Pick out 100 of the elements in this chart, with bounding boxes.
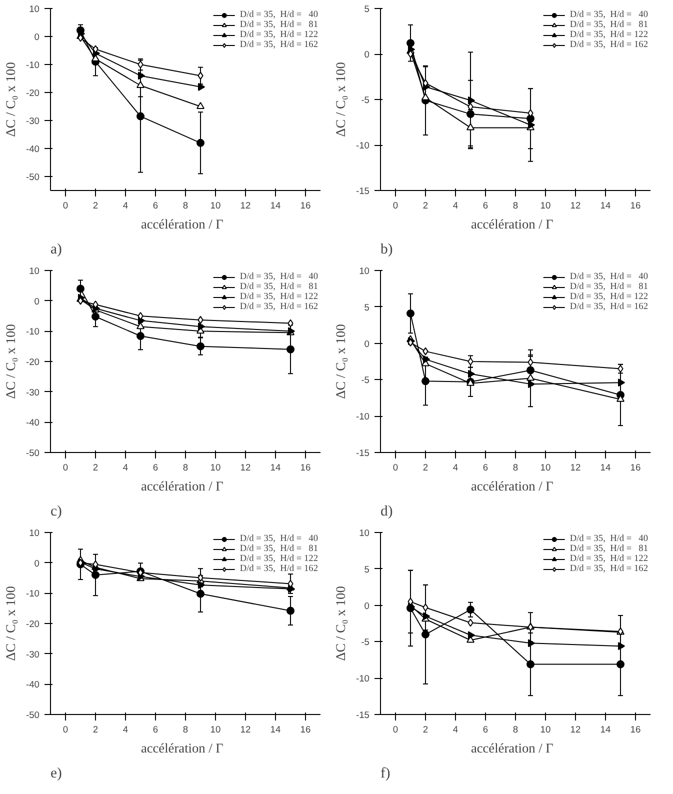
x-axis-title: accélération / Γ	[470, 740, 554, 756]
text: c)	[50, 504, 62, 520]
y-tick-label: 10	[359, 528, 370, 538]
legend-label: D/d = 35, H/d = 122	[240, 292, 318, 302]
legend-label: D/d = 35, H/d = 40	[240, 272, 318, 282]
legend-label: D/d = 35, H/d = 40	[240, 10, 318, 20]
x-tick-label: 10	[540, 724, 551, 734]
y-tick-label: 0	[364, 600, 370, 611]
x-tick-label: 4	[122, 724, 128, 734]
legend-label: D/d = 35, H/d = 162	[570, 302, 648, 312]
y-tick-label: -40	[26, 144, 40, 154]
legend-label: D/d = 35, H/d = 162	[240, 302, 318, 312]
y-tick-label: 5	[364, 4, 370, 14]
x-tick-label: 16	[300, 200, 311, 210]
x-tick-label: 16	[630, 462, 641, 472]
x-axis-title: accélération / Γ	[140, 216, 224, 232]
text: b)	[380, 242, 393, 258]
legend-label: D/d = 35, H/d = 162	[240, 564, 318, 574]
y-tick-label: -10	[26, 60, 40, 70]
x-tick-label: 2	[92, 462, 98, 472]
legend-label: D/d = 35, H/d = 122	[570, 30, 648, 40]
x-tick-label: 6	[152, 200, 158, 210]
legend-label: D/d = 35, H/d = 81	[240, 282, 318, 292]
x-tick-label: 14	[270, 724, 281, 734]
legend-label: D/d = 35, H/d = 122	[240, 554, 318, 564]
legend-label: D/d = 35, H/d = 40	[570, 10, 648, 20]
y-tick-label: 0	[364, 50, 370, 60]
x-tick-label: 10	[210, 724, 221, 734]
x-tick-label: 16	[300, 724, 311, 734]
x-tick-label: 2	[92, 200, 98, 210]
x-tick-label: 8	[512, 462, 518, 472]
legend-label: D/d = 35, H/d = 40	[570, 272, 648, 282]
y-tick-label: 10	[29, 4, 40, 14]
x-tick-label: 16	[300, 462, 311, 472]
x-axis-title: accélération / Γ	[470, 478, 554, 494]
y-axis-title: ΔC / C₀ x 100	[333, 324, 348, 399]
x-tick-label: 4	[122, 462, 128, 472]
y-tick-label: -10	[356, 412, 370, 422]
y-tick-label: 10	[29, 266, 40, 276]
y-tick-label: 5	[364, 302, 370, 312]
legend-label: D/d = 35, H/d = 162	[240, 40, 318, 50]
y-axis-title: ΔC / C₀ x 100	[3, 586, 18, 661]
text: d)	[380, 504, 393, 520]
y-tick-label: -40	[26, 680, 40, 690]
legend-label: D/d = 35, H/d = 81	[240, 544, 318, 554]
x-tick-label: 14	[270, 200, 281, 210]
y-tick-label: -20	[26, 357, 40, 367]
legend-label: D/d = 35, H/d = 81	[240, 20, 318, 30]
y-tick-label: -50	[26, 710, 40, 720]
y-tick-label: 0	[34, 32, 40, 42]
x-tick-label: 2	[422, 462, 428, 472]
x-tick-label: 6	[482, 200, 488, 210]
legend-label: D/d = 35, H/d = 122	[570, 292, 648, 302]
x-tick-label: 10	[540, 200, 551, 210]
y-axis-title: ΔC / C₀ x 100	[333, 62, 348, 137]
x-tick-label: 6	[482, 724, 488, 734]
x-tick-label: 2	[92, 724, 98, 734]
x-tick-label: 4	[122, 200, 128, 210]
y-tick-label: -15	[356, 710, 370, 720]
x-tick-label: 6	[152, 724, 158, 734]
legend-label: D/d = 35, H/d = 81	[570, 282, 648, 292]
x-axis-title: accélération / Γ	[140, 740, 224, 756]
x-tick-label: 8	[182, 462, 188, 472]
x-tick-label: 16	[630, 724, 641, 734]
legend-label: D/d = 35, H/d = 122	[240, 30, 318, 40]
x-tick-label: 12	[570, 200, 581, 210]
y-tick-label: -20	[26, 88, 40, 98]
x-tick-label: 0	[62, 724, 68, 734]
text: e)	[50, 766, 62, 782]
legend-label: D/d = 35, H/d = 122	[570, 554, 648, 564]
y-tick-label: -50	[26, 448, 40, 458]
y-tick-label: 10	[29, 528, 40, 538]
x-tick-label: 8	[512, 200, 518, 210]
y-tick-label: -30	[26, 116, 40, 126]
x-tick-label: 0	[392, 200, 398, 210]
x-tick-label: 8	[182, 724, 188, 734]
x-tick-label: 12	[570, 462, 581, 472]
x-tick-label: 4	[452, 462, 458, 472]
x-tick-label: 2	[422, 200, 428, 210]
y-tick-label: 0	[34, 558, 40, 568]
x-tick-label: 10	[210, 462, 221, 472]
x-tick-label: 12	[570, 724, 581, 734]
y-tick-label: -40	[26, 418, 40, 428]
x-tick-label: 0	[392, 724, 398, 734]
x-tick-label: 10	[540, 462, 551, 472]
legend-label: D/d = 35, H/d = 81	[570, 20, 648, 30]
text: a)	[50, 242, 62, 258]
x-tick-label: 14	[600, 724, 611, 734]
x-tick-label: 6	[152, 462, 158, 472]
x-tick-label: 0	[62, 200, 68, 210]
x-tick-label: 12	[240, 462, 251, 472]
x-tick-label: 12	[240, 724, 251, 734]
x-tick-label: 10	[210, 200, 221, 210]
legend-label: D/d = 35, H/d = 40	[240, 534, 318, 544]
y-tick-label: -20	[26, 619, 40, 629]
x-tick-label: 16	[630, 200, 641, 210]
y-tick-label: -50	[26, 172, 40, 182]
x-tick-label: 4	[452, 724, 458, 734]
x-tick-label: 14	[600, 200, 611, 210]
x-tick-label: 0	[392, 462, 398, 472]
